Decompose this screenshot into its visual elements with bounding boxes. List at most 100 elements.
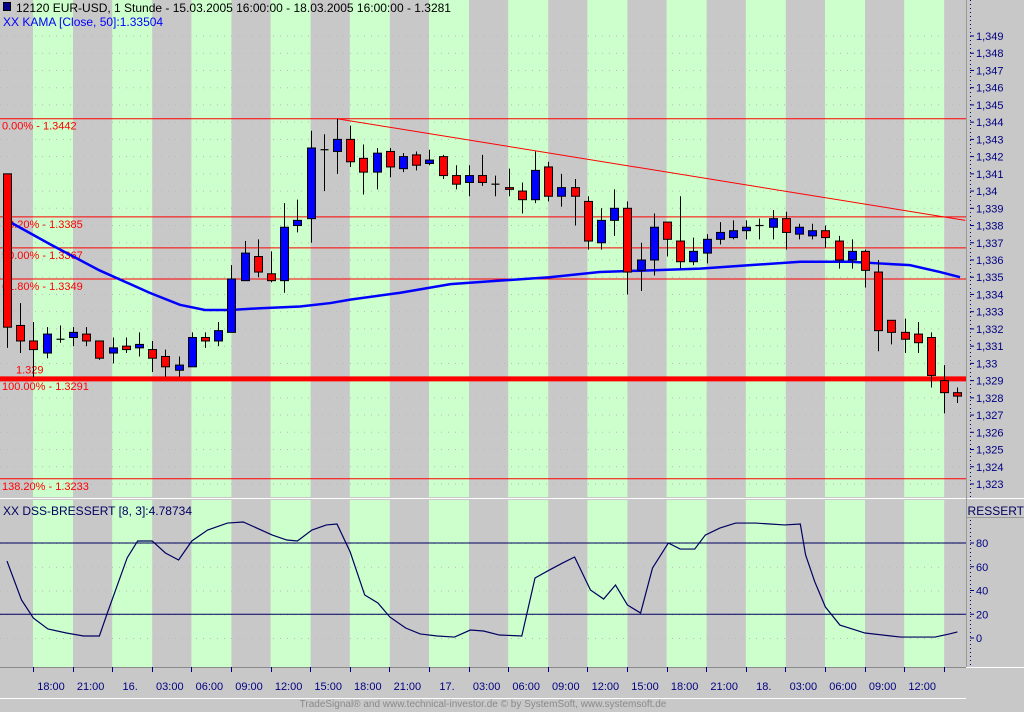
osc-tick-label: 80 — [976, 538, 988, 550]
time-tick-label: 12:00 — [592, 681, 620, 693]
session-stripe — [33, 0, 73, 497]
candle — [861, 249, 870, 288]
candle — [3, 173, 12, 348]
session-stripe — [349, 0, 390, 497]
candle-body — [927, 337, 936, 376]
candle — [412, 151, 421, 171]
candle-body — [254, 256, 263, 273]
price-tick-label: 1,335 — [976, 272, 1004, 284]
dss-axis-title: DSS-BRESSERT — [967, 504, 1024, 518]
candle-body — [69, 331, 78, 339]
fib-label: 138.20% - 1.3233 — [2, 481, 89, 493]
chart-title: 12120 EUR-USD, 1 Stunde - 15.03.2005 16:… — [3, 1, 451, 15]
kama-legend[interactable]: XX KAMA [Close, 50]:1.33504 — [3, 15, 164, 29]
time-tick-label: 09:00 — [869, 681, 897, 693]
candle — [769, 210, 778, 240]
osc-tick-label: 0 — [976, 633, 982, 645]
dss-legend[interactable]: XX DSS-BRESSERT [8, 3]:4.78734 — [3, 504, 192, 518]
candle — [161, 349, 170, 378]
price-tick-label: 1,342 — [976, 152, 1004, 164]
candle — [425, 149, 434, 166]
candle-body — [584, 200, 593, 242]
background-stripes — [0, 0, 1024, 667]
candle — [346, 125, 355, 167]
candle-body — [703, 238, 712, 254]
fib-label: 50.00% - 1.3367 — [2, 250, 83, 262]
candle-body — [940, 380, 949, 394]
candle-body — [742, 226, 751, 232]
candle-body — [478, 175, 487, 183]
candle-body — [518, 190, 527, 201]
candle — [386, 147, 395, 178]
candle-body — [769, 218, 778, 228]
candle-body — [861, 250, 870, 271]
time-tick-label: 03:00 — [156, 681, 184, 693]
session-stripe — [429, 0, 469, 497]
candle — [241, 241, 250, 282]
candle-body — [571, 187, 580, 197]
candle — [43, 327, 52, 359]
candle — [188, 332, 197, 368]
candle-body — [914, 333, 923, 344]
candle — [175, 356, 184, 378]
candle — [571, 179, 580, 226]
session-stripe — [904, 0, 945, 497]
candle — [940, 365, 949, 414]
session-stripe — [33, 500, 73, 667]
candle-body — [373, 152, 382, 173]
candle — [320, 134, 329, 192]
candle-body — [29, 340, 38, 351]
candle — [148, 340, 157, 372]
fib-label: 100.00% - 1.3291 — [2, 381, 89, 393]
candle-body — [3, 173, 12, 328]
session-stripe — [666, 0, 707, 497]
candle — [16, 303, 25, 354]
candle-body — [808, 230, 817, 237]
candle — [465, 165, 474, 197]
time-tick-label: 21:00 — [394, 681, 422, 693]
price-tick-label: 1,349 — [976, 31, 1004, 43]
session-stripe — [508, 500, 549, 667]
candle — [716, 222, 725, 245]
candle — [399, 153, 408, 173]
candle — [505, 168, 514, 197]
price-tick-label: 1,347 — [976, 65, 1004, 77]
price-tick-label: 1,326 — [976, 427, 1004, 439]
session-stripe — [825, 500, 865, 667]
candle — [729, 220, 738, 240]
osc-tick-label: 20 — [976, 609, 988, 621]
candle — [782, 211, 791, 250]
time-tick-label: 03:00 — [790, 681, 818, 693]
candle — [650, 213, 659, 276]
candle-body — [623, 207, 632, 273]
price-tick-label: 1,324 — [976, 462, 1004, 474]
trendline[interactable] — [336, 118, 966, 221]
chart-title-text: 12120 EUR-USD, 1 Stunde - 15.03.2005 16:… — [16, 1, 451, 15]
session-stripe — [745, 0, 786, 497]
price-tick-label: 1,336 — [976, 255, 1004, 267]
candle — [887, 319, 896, 345]
candle-body — [109, 347, 118, 354]
time-tick-label: 06:00 — [196, 681, 224, 693]
candle-body — [307, 147, 316, 220]
session-stripe — [904, 500, 945, 667]
candle — [333, 118, 342, 174]
candle — [518, 182, 527, 214]
price-tick-label: 1,348 — [976, 48, 1004, 60]
price-tick-label: 1,328 — [976, 393, 1004, 405]
candle — [95, 340, 104, 360]
session-stripe — [429, 500, 469, 667]
candle-body — [175, 364, 184, 371]
candle — [821, 225, 830, 248]
candle — [557, 173, 566, 207]
price-tick-label: 1,327 — [976, 410, 1004, 422]
candle-body — [386, 150, 395, 168]
price-tick-label: 1,325 — [976, 445, 1004, 457]
time-tick-label: 15:00 — [314, 681, 342, 693]
candle-body — [161, 355, 170, 368]
candle-body — [148, 349, 157, 359]
time-tick-label: 09:00 — [235, 681, 263, 693]
candle-body — [689, 250, 698, 263]
time-tick-label: 06:00 — [829, 681, 857, 693]
